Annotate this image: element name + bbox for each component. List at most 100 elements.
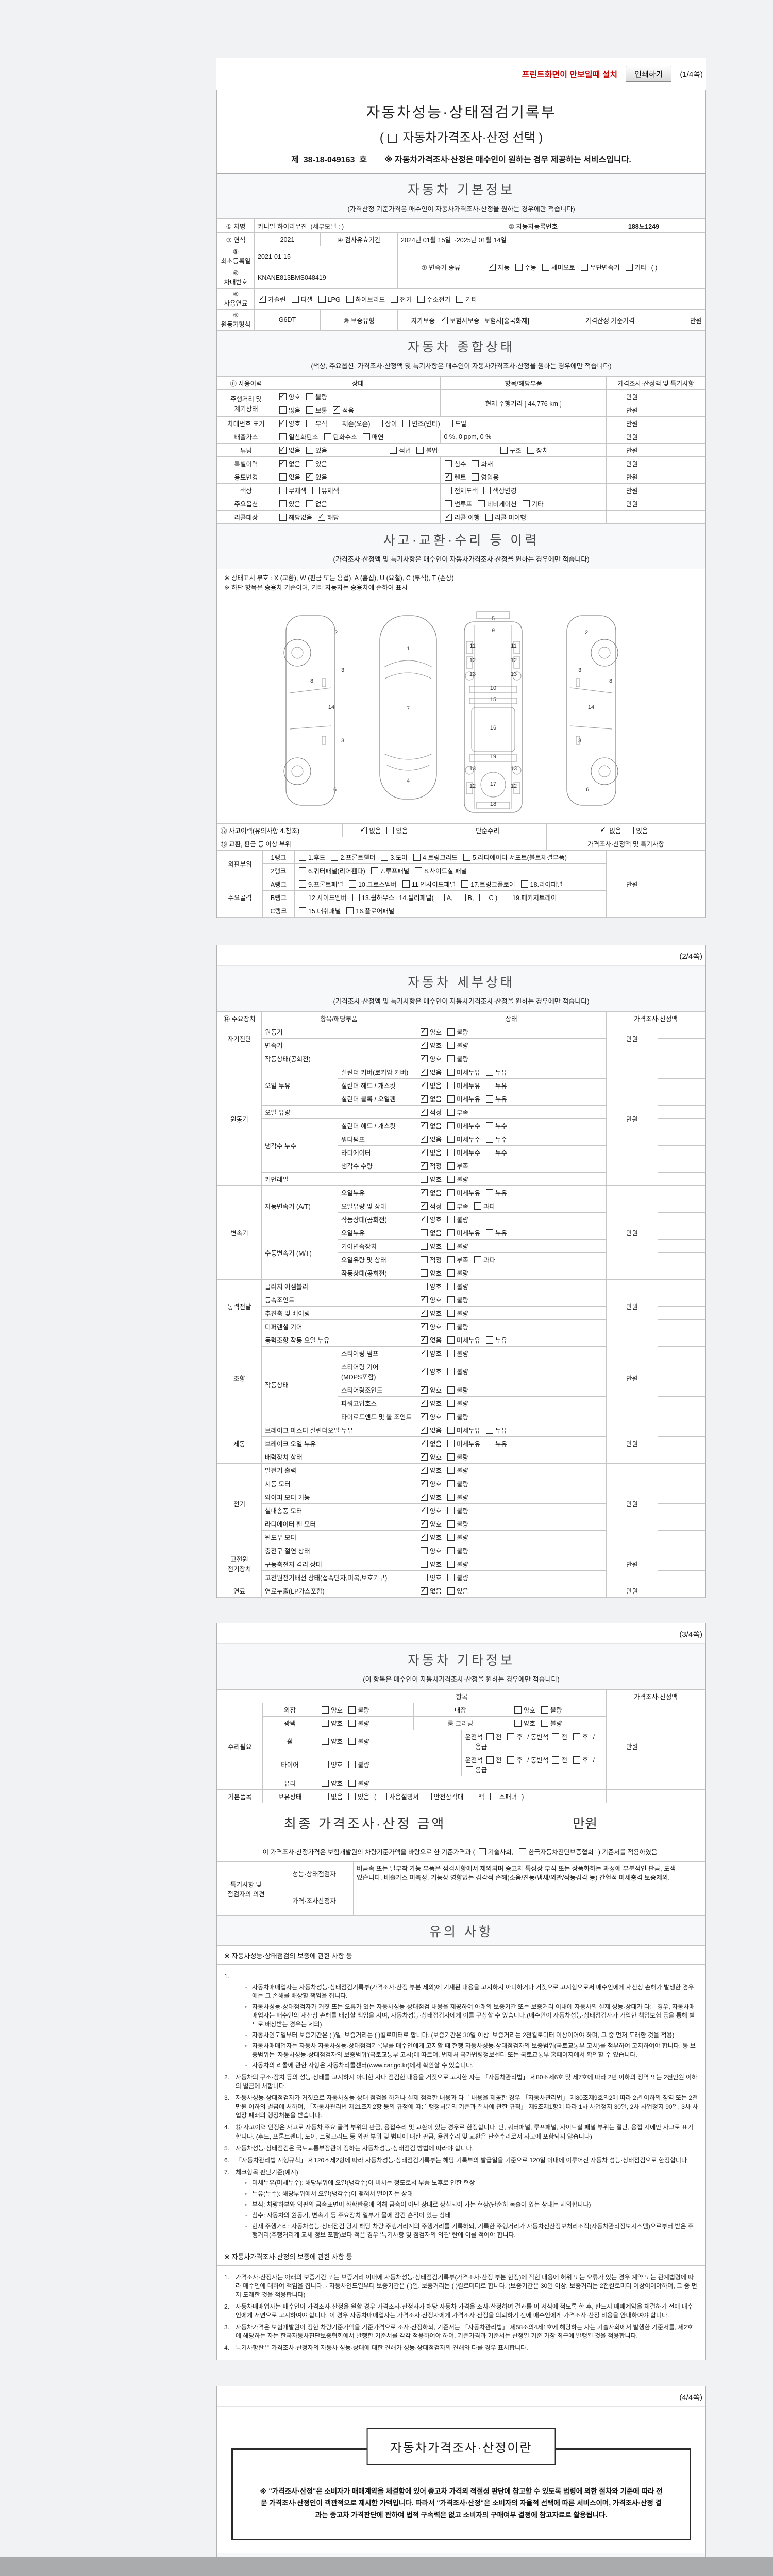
checkbox[interactable] (360, 825, 367, 834)
checkbox[interactable] (421, 1214, 428, 1223)
checkbox[interactable] (447, 1573, 455, 1581)
checkbox[interactable] (447, 1282, 455, 1290)
checkbox[interactable] (346, 295, 354, 303)
checkbox[interactable] (391, 295, 398, 303)
checkbox[interactable] (447, 1055, 455, 1062)
checkbox[interactable] (381, 853, 389, 861)
checkbox[interactable] (421, 1321, 428, 1330)
checkbox[interactable] (447, 1520, 455, 1528)
checkbox[interactable] (447, 1028, 455, 1036)
checkbox[interactable] (421, 1492, 428, 1501)
checkbox[interactable] (402, 880, 410, 888)
checkbox[interactable] (552, 1733, 560, 1740)
checkbox[interactable] (322, 1779, 329, 1787)
checkbox[interactable] (447, 1309, 455, 1317)
checkbox[interactable] (348, 1779, 356, 1787)
checkbox[interactable] (279, 392, 287, 400)
checkbox[interactable] (447, 1493, 455, 1501)
checkbox[interactable] (479, 893, 487, 901)
checkbox[interactable] (522, 500, 530, 507)
checkbox[interactable] (447, 1081, 455, 1089)
checkbox[interactable] (299, 893, 306, 901)
checkbox[interactable] (527, 447, 534, 454)
checkbox[interactable] (483, 487, 491, 494)
checkbox[interactable] (333, 405, 341, 414)
checkbox[interactable] (299, 867, 306, 874)
checkbox[interactable] (421, 1188, 428, 1196)
checkbox[interactable] (447, 1242, 455, 1250)
checkbox[interactable] (421, 1107, 428, 1116)
checkbox[interactable] (469, 1792, 477, 1800)
checkbox[interactable] (447, 1269, 455, 1277)
checkbox[interactable] (447, 1336, 455, 1344)
checkbox[interactable] (581, 264, 589, 271)
checkbox[interactable] (447, 1095, 455, 1103)
checkbox[interactable] (421, 1308, 428, 1317)
checkbox[interactable] (362, 433, 370, 440)
checkbox[interactable] (348, 1738, 356, 1745)
checkbox[interactable] (331, 853, 339, 861)
checkbox[interactable] (447, 1399, 455, 1407)
checkbox[interactable] (627, 826, 634, 834)
checkbox[interactable] (312, 487, 320, 494)
checkbox[interactable] (447, 1587, 455, 1595)
checkbox[interactable] (386, 826, 394, 834)
checkbox[interactable] (445, 512, 452, 521)
checkbox[interactable] (306, 500, 314, 507)
checkbox[interactable] (447, 1466, 455, 1474)
checkbox[interactable] (421, 1229, 428, 1236)
checkbox[interactable] (306, 447, 314, 454)
checkbox[interactable] (472, 473, 479, 481)
checkbox[interactable] (447, 1368, 455, 1376)
checkbox[interactable] (421, 1519, 428, 1528)
checkbox[interactable] (486, 1336, 494, 1344)
checkbox[interactable] (421, 1505, 428, 1514)
checkbox[interactable] (472, 460, 479, 467)
checkbox[interactable] (447, 1108, 455, 1116)
checkbox[interactable] (421, 1256, 428, 1263)
checkbox[interactable] (421, 1532, 428, 1541)
checkbox[interactable] (447, 1533, 455, 1541)
checkbox[interactable] (322, 1738, 329, 1745)
checkbox[interactable] (625, 264, 633, 271)
checkbox[interactable] (421, 1586, 428, 1595)
checkbox[interactable] (413, 853, 421, 861)
checkbox[interactable] (486, 1095, 494, 1103)
checkbox[interactable] (279, 487, 287, 494)
checkbox[interactable] (552, 1756, 560, 1764)
checkbox[interactable] (421, 1040, 428, 1049)
checkbox[interactable] (573, 1733, 580, 1740)
checkbox[interactable] (421, 1269, 428, 1277)
checkbox[interactable] (279, 418, 287, 427)
checkbox[interactable] (486, 1189, 494, 1196)
checkbox[interactable] (416, 447, 424, 454)
checkbox[interactable] (447, 1122, 455, 1129)
checkbox[interactable] (279, 433, 287, 440)
checkbox[interactable] (402, 420, 410, 427)
checkbox[interactable] (447, 1547, 455, 1554)
checkbox[interactable] (437, 893, 445, 901)
checkbox[interactable] (421, 1134, 428, 1143)
checkbox[interactable] (507, 1733, 515, 1740)
checkbox[interactable] (447, 1189, 455, 1196)
checkbox[interactable] (500, 447, 508, 454)
checkbox[interactable] (390, 447, 397, 454)
checkbox[interactable] (348, 1761, 356, 1769)
checkbox[interactable] (466, 1766, 474, 1773)
checkbox[interactable] (486, 1081, 494, 1089)
checkbox[interactable] (486, 1426, 494, 1434)
checkbox[interactable] (447, 1256, 455, 1263)
checkbox[interactable] (421, 1161, 428, 1170)
checkbox[interactable] (456, 295, 464, 303)
checkbox[interactable] (541, 1706, 548, 1714)
checkbox[interactable] (447, 1041, 455, 1049)
checkbox[interactable] (520, 880, 528, 888)
checkbox[interactable] (447, 1148, 455, 1156)
checkbox[interactable] (541, 1719, 548, 1727)
price-survey-checkbox[interactable] (388, 134, 397, 143)
checkbox[interactable] (421, 1282, 428, 1290)
checkbox[interactable] (466, 1742, 474, 1750)
checkbox[interactable] (417, 295, 425, 303)
checkbox[interactable] (421, 1438, 428, 1447)
checkbox[interactable] (486, 1439, 494, 1447)
